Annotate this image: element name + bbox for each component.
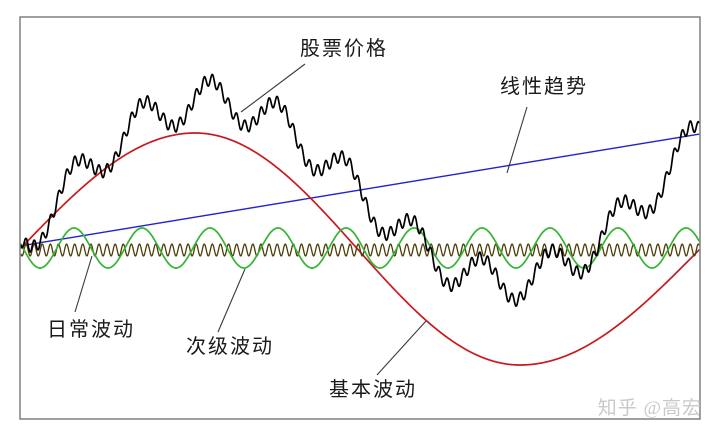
label-linear-trend: 线性趋势 xyxy=(500,76,588,98)
pointer-line-daily-wave xyxy=(74,255,93,313)
label-basic-fluctuation: 基本波动 xyxy=(329,379,417,401)
label-stock-price: 股票价格 xyxy=(300,38,388,60)
plot-border xyxy=(19,16,701,420)
pointer-line-secondary-wave xyxy=(217,268,246,333)
curve-stock-price xyxy=(20,73,700,308)
pointer-line-basic-wave xyxy=(376,320,427,376)
watermark: 知乎 @高宏 xyxy=(597,398,702,419)
pointer-line-stock-price xyxy=(240,63,306,113)
pointer-line-linear-trend xyxy=(506,106,528,174)
label-daily-fluctuation: 日常波动 xyxy=(47,319,135,341)
label-secondary-fluctuation: 次级波动 xyxy=(186,336,274,358)
curve-daily-wave xyxy=(20,243,700,257)
